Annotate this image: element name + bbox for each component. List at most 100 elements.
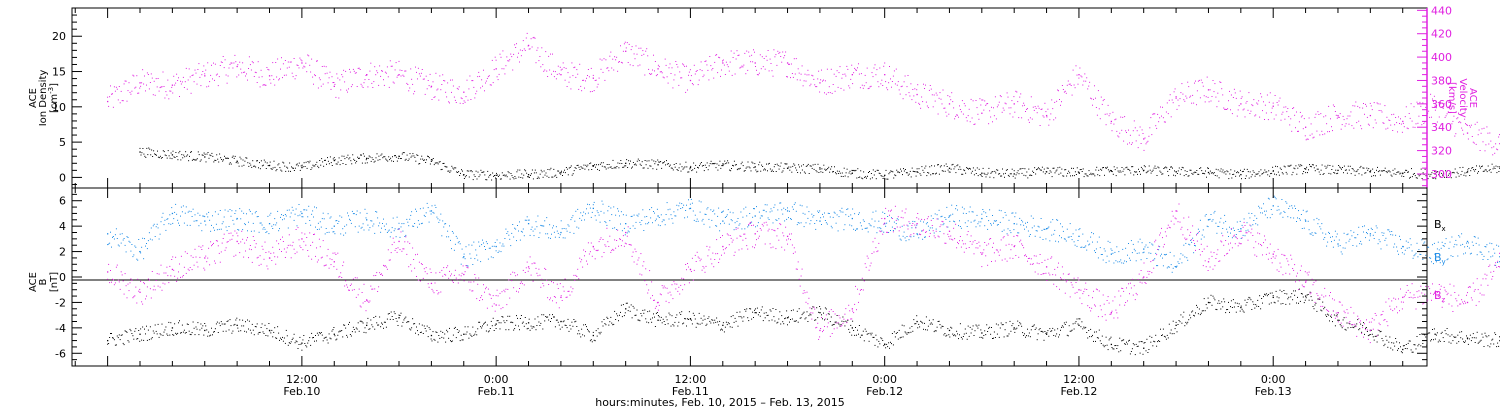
- velocity-dot: [373, 81, 375, 83]
- velocity-dot: [303, 65, 305, 67]
- density-dot: [1214, 175, 1216, 176]
- velocity-dot: [897, 81, 899, 83]
- b0-dot: [727, 322, 729, 324]
- density-dot: [1450, 177, 1452, 179]
- b0-point: [948, 329, 951, 332]
- velocity-dot: [448, 101, 450, 103]
- velocity-dot: [1221, 88, 1223, 90]
- density-dot: [845, 172, 847, 174]
- velocity-dot: [1092, 104, 1093, 106]
- b0-dot: [169, 334, 171, 336]
- velocity-dot: [444, 80, 446, 82]
- velocity-dot: [1076, 74, 1078, 76]
- b0-dot: [1095, 331, 1097, 333]
- b0-dot: [209, 335, 211, 337]
- velocity-dot: [1105, 124, 1107, 126]
- density-dot: [1269, 175, 1271, 177]
- velocity-dot: [282, 77, 283, 79]
- b0-point: [1143, 347, 1145, 349]
- b0-dot: [788, 316, 789, 318]
- b0-dot: [1054, 329, 1056, 331]
- b0-dot: [1431, 339, 1432, 341]
- density-tick-label: 10: [52, 101, 66, 114]
- density-point: [1078, 171, 1080, 174]
- velocity-dot: [755, 66, 756, 67]
- b0-dot: [354, 331, 356, 333]
- b0-dot: [1168, 323, 1170, 325]
- velocity-dot: [473, 86, 475, 88]
- b0-dot: [602, 325, 604, 327]
- density-dot: [208, 157, 210, 159]
- density-dot: [1051, 176, 1053, 178]
- density-dot: [642, 167, 644, 169]
- b0-dot: [1378, 330, 1380, 331]
- velocity-dot: [1182, 93, 1184, 95]
- velocity-dot: [799, 79, 801, 81]
- b0-dot: [237, 327, 239, 329]
- velocity-dot: [417, 67, 419, 69]
- density-dot: [767, 163, 769, 165]
- velocity-dot: [766, 59, 768, 61]
- b0-dot: [1391, 342, 1393, 344]
- b0-dot: [631, 317, 633, 319]
- velocity-dot: [669, 63, 671, 65]
- density-dot: [965, 172, 967, 174]
- b0-dot: [588, 331, 590, 333]
- velocity-dot: [644, 74, 646, 76]
- velocity-dot: [478, 71, 480, 73]
- b0-dot: [825, 308, 827, 310]
- velocity-dot: [226, 82, 228, 84]
- density-dot: [525, 170, 527, 172]
- density-dot: [308, 162, 310, 164]
- velocity-dot: [1189, 96, 1191, 98]
- velocity-dot: [531, 46, 533, 48]
- b0-dot: [489, 328, 491, 329]
- velocity-dot: [1199, 97, 1201, 99]
- velocity-dot: [970, 98, 972, 100]
- velocity-dot: [1178, 105, 1180, 107]
- velocity-dot: [270, 82, 272, 84]
- b0-dot: [616, 313, 618, 315]
- b1-dot: [140, 252, 142, 254]
- b0-dot: [222, 330, 224, 332]
- b0-dot: [718, 324, 720, 326]
- b0-dot: [1425, 336, 1427, 338]
- b1-dot: [204, 216, 206, 218]
- density-dot: [1445, 176, 1447, 178]
- b0-dot: [847, 319, 849, 321]
- b1-dot: [189, 224, 191, 226]
- density-dot: [468, 176, 470, 178]
- velocity-dot: [480, 87, 482, 89]
- density-dot: [723, 163, 725, 165]
- b0-dot: [468, 337, 470, 339]
- velocity-dot: [527, 45, 529, 47]
- density-dot: [334, 159, 336, 161]
- b0-dot: [1031, 326, 1033, 327]
- velocity-dot: [1302, 128, 1304, 130]
- density-dot: [536, 178, 538, 179]
- density-label-line3: [cm-3]: [47, 83, 60, 113]
- velocity-dot: [689, 69, 691, 71]
- velocity-dot: [1219, 81, 1221, 83]
- density-dot: [903, 168, 904, 170]
- density-dot: [1020, 168, 1022, 170]
- velocity-dot: [1469, 126, 1471, 128]
- density-dot: [414, 156, 416, 158]
- density-dot: [1395, 173, 1397, 175]
- velocity-dot: [545, 51, 547, 53]
- velocity-dot: [1099, 118, 1101, 120]
- density-dot: [1106, 166, 1108, 168]
- b0-dot: [418, 323, 420, 325]
- density-dot: [285, 170, 287, 172]
- density-dot: [853, 169, 855, 171]
- density-dot: [714, 162, 716, 164]
- velocity-dot: [1181, 83, 1183, 85]
- b0-dot: [634, 314, 636, 316]
- b0-dot: [197, 322, 199, 324]
- b1-dot: [271, 225, 273, 227]
- velocity-dot: [870, 85, 872, 87]
- b0-dot: [1254, 307, 1256, 309]
- b0-dot: [1383, 345, 1385, 347]
- velocity-dot: [1205, 96, 1207, 98]
- velocity-dot: [1243, 108, 1245, 110]
